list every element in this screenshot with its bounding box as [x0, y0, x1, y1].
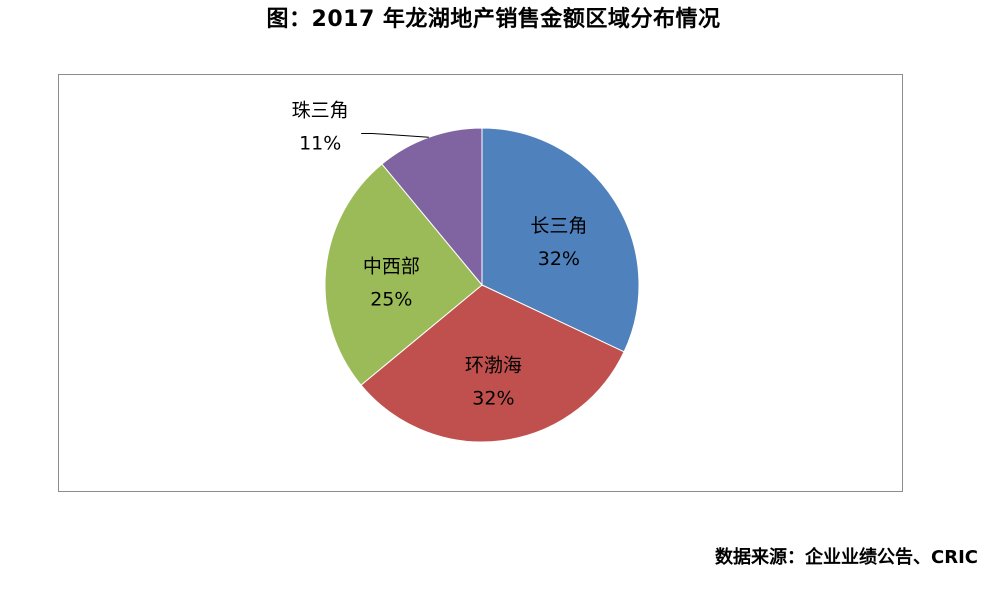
slice-label-2: 中西部 — [363, 255, 420, 277]
pie-slice-3 — [381, 127, 483, 287]
slice-value-0: 32% — [538, 248, 580, 270]
pie-slice-1 — [360, 284, 625, 443]
slice-value-2: 25% — [370, 288, 412, 310]
slice-label-3: 珠三角 — [292, 99, 349, 121]
slice-value-3: 11% — [299, 132, 341, 154]
pie-slice-0 — [481, 127, 640, 353]
slice-label-0: 长三角 — [530, 215, 587, 237]
slice-value-1: 32% — [472, 387, 514, 409]
pie-slice-2 — [324, 163, 483, 386]
chart-title: 图：2017 年龙湖地产销售金额区域分布情况 — [266, 7, 721, 32]
data-source-note: 数据来源：企业业绩公告、CRIC — [715, 547, 978, 568]
slice-label-1: 环渤海 — [465, 354, 522, 376]
pie-chart: 长三角 32% 环渤海 32% 中西部 25% 珠三角 11% — [292, 99, 640, 443]
chart-frame: 长三角 32% 环渤海 32% 中西部 25% 珠三角 11% — [58, 74, 903, 492]
leader-line-3 — [361, 132, 429, 138]
